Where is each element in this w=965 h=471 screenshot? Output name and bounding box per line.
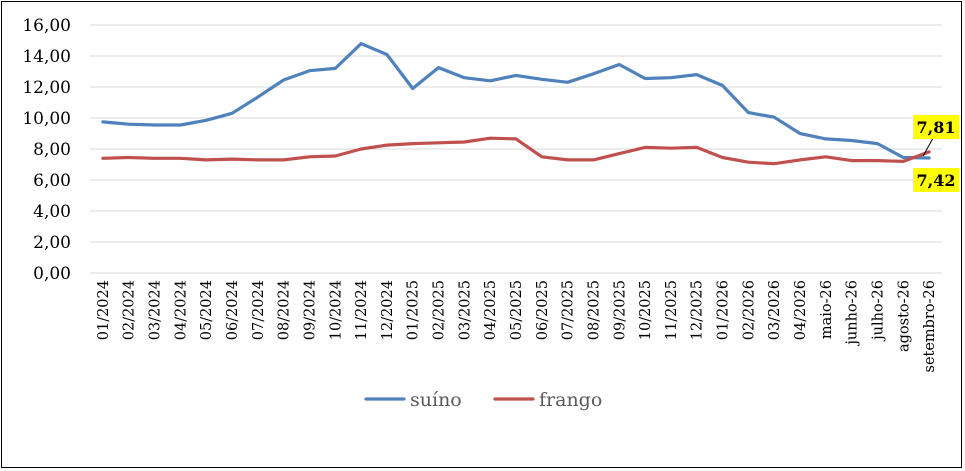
x-tick-label: 07/2025 [561, 280, 577, 340]
x-tick-label: 11/2025 [664, 280, 680, 340]
gridlines [90, 24, 942, 274]
data-label-suino: 7,42 [917, 171, 956, 190]
x-tick-label: 03/2026 [767, 280, 783, 340]
y-tick-label: 10,00 [22, 109, 71, 129]
x-tick-label: julho-26 [870, 280, 886, 342]
x-tick-label: 04/2026 [793, 280, 809, 340]
data-label-bg [913, 115, 959, 139]
series-line [101, 136, 931, 166]
x-tick-label: 02/2026 [741, 280, 757, 340]
x-tick-label: 06/2024 [225, 280, 241, 340]
x-tick-label: 03/2024 [148, 280, 164, 340]
x-tick-label: 12/2025 [690, 280, 706, 340]
x-tick-label: 01/2025 [406, 280, 422, 340]
x-tick-label: maio-26 [819, 280, 835, 339]
x-tick-label: 12/2024 [380, 280, 396, 340]
x-tick-label: 05/2024 [199, 280, 215, 340]
y-tick-label: 16,00 [22, 16, 71, 36]
x-tick-label: 01/2024 [96, 280, 112, 340]
y-tick-label: 8,00 [33, 140, 71, 160]
series-line [101, 42, 931, 160]
x-tick-label: 10/2024 [328, 280, 344, 340]
data-label-bg [913, 168, 959, 192]
legend: suíno frango [364, 389, 602, 411]
x-tick-label: 07/2024 [251, 280, 267, 340]
x-tick-label: 03/2025 [457, 280, 473, 340]
x-tick-label: 01/2026 [716, 280, 732, 340]
y-tick-label: 6,00 [33, 171, 71, 191]
x-tick-label: setembro-26 [922, 280, 938, 372]
x-tick-label: 11/2024 [354, 280, 370, 340]
y-tick-label: 2,00 [33, 233, 71, 253]
y-tick-label: 0,00 [33, 264, 71, 284]
x-tick-label: 04/2025 [483, 280, 499, 340]
y-axis-ticks: 0,00 2,00 4,00 6,00 8,00 10,00 12,00 14,00 16,00 [22, 16, 71, 284]
x-tick-label: 09/2025 [612, 280, 628, 340]
y-tick-label: 12,00 [22, 78, 71, 98]
x-tick-label: 08/2025 [586, 280, 602, 340]
legend-label: suíno [410, 389, 462, 411]
legend-label: frango [539, 389, 602, 411]
y-tick-label: 14,00 [22, 47, 71, 67]
x-tick-label: 08/2024 [277, 280, 293, 340]
x-tick-label: 04/2024 [173, 280, 189, 340]
x-tick-label: 09/2024 [302, 280, 318, 340]
x-tick-label: 10/2025 [638, 280, 654, 340]
x-axis-ticks: 01/2024 02/2024 03/2024 04/2024 05/2024 06/20… [96, 280, 938, 372]
x-tick-label: 02/2024 [122, 280, 138, 340]
leader-line [922, 137, 934, 157]
x-tick-label: 06/2025 [535, 280, 551, 340]
data-label-frango: 7,81 [917, 118, 956, 137]
data-labels: 7,81 7,42 [913, 115, 959, 192]
y-tick-label: 4,00 [33, 202, 71, 222]
x-tick-label: 05/2025 [509, 280, 525, 340]
x-tick-label: agosto-26 [896, 280, 912, 352]
x-tick-label: 02/2025 [432, 280, 448, 340]
x-tick-label: junho-26 [845, 280, 861, 347]
series-lines [101, 42, 931, 166]
